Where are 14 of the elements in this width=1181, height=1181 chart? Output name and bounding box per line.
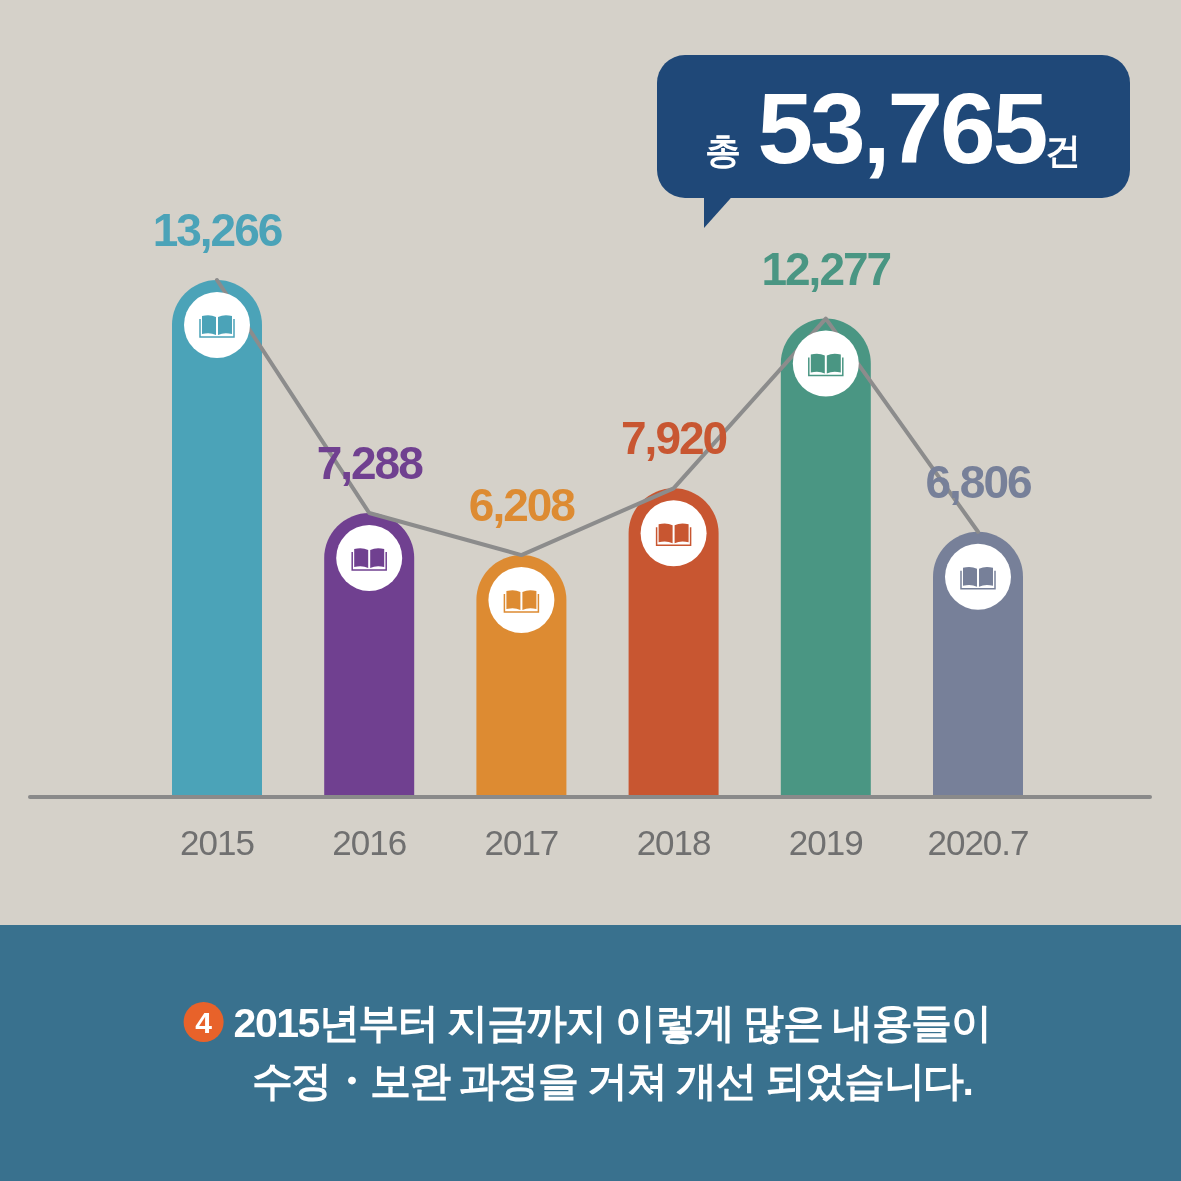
data-label: 6,208 [468, 479, 576, 532]
x-tick-label: 2016 [332, 823, 407, 862]
text: 4 [195, 1006, 213, 1039]
text: 2015년부터 지금까지 이렇게 많은 내용들이 수정・보완 과정을 거쳐 개선 되었습니다. [233, 1000, 991, 1104]
x-tick-label: 2015 [180, 823, 254, 862]
x-tick-label: 2019 [788, 823, 863, 862]
data-label: 12,277 [761, 242, 891, 295]
x-tick-label: 2018 [636, 823, 711, 862]
x-tick-label: 2020.7 [927, 823, 1029, 862]
chart-title: 총 53,765건 [704, 72, 1082, 184]
data-label: 13,266 [152, 204, 282, 256]
x-tick-label: 2017 [484, 823, 559, 862]
data-label: 7,920 [621, 412, 727, 465]
data-label: 7,288 [316, 436, 424, 489]
